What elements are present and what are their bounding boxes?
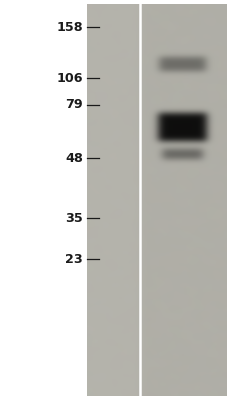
Text: 106: 106 [57,72,83,84]
Text: 48: 48 [65,152,83,164]
Text: 23: 23 [65,253,83,266]
Text: 35: 35 [65,212,83,224]
Text: 158: 158 [56,21,83,34]
Text: 79: 79 [65,98,83,111]
